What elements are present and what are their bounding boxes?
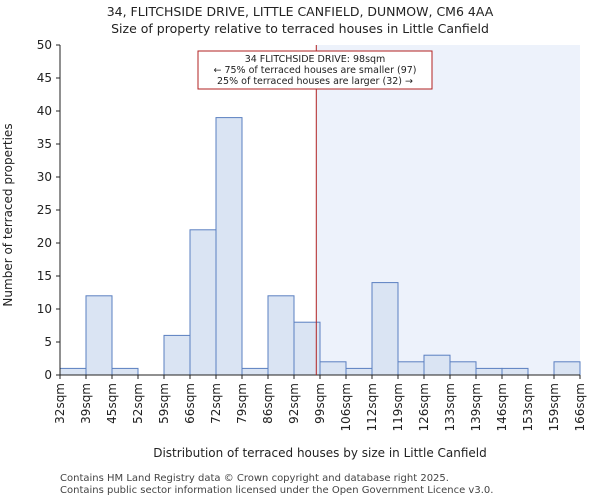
- y-axis-label: Number of terraced properties: [1, 123, 15, 306]
- footer-copyright: Contains HM Land Registry data © Crown c…: [60, 473, 449, 484]
- x-tick-label: 139sqm: [469, 383, 483, 431]
- histogram-bar: [553, 361, 581, 376]
- histogram-bar: [215, 117, 243, 376]
- x-tick-label: 32sqm: [53, 383, 67, 424]
- x-tick-label: 112sqm: [365, 383, 379, 431]
- y-tick-label: 30: [37, 170, 52, 184]
- histogram-bar: [397, 361, 425, 376]
- x-tick-label: 59sqm: [157, 383, 171, 424]
- x-tick-label: 92sqm: [287, 383, 301, 424]
- x-tick-label: 72sqm: [209, 383, 223, 424]
- larger-region-shade: [316, 45, 580, 375]
- chart-title: 34, FLITCHSIDE DRIVE, LITTLE CANFIELD, D…: [106, 4, 494, 19]
- x-tick-label: 106sqm: [339, 383, 353, 431]
- x-tick-label: 119sqm: [391, 383, 405, 431]
- x-tick-label: 99sqm: [313, 383, 327, 424]
- x-axis-label: Distribution of terraced houses by size …: [153, 446, 487, 460]
- histogram-bar: [85, 295, 113, 376]
- annotation-line-2: ← 75% of terraced houses are smaller (97…: [213, 65, 416, 76]
- x-tick-label: 66sqm: [183, 383, 197, 424]
- annotation-box: [197, 50, 433, 90]
- x-tick-label: 45sqm: [105, 383, 119, 424]
- histogram-bar: [163, 334, 191, 376]
- y-tick-label: 50: [37, 38, 52, 52]
- histogram-bar: [423, 354, 451, 376]
- histogram-chart: 0 5 10 15 20 25 30 35 40 45 50 32sqm 39sqm 45sqm 52sqm…: [1, 38, 587, 460]
- x-tick-label: 146sqm: [495, 383, 509, 431]
- y-tick-label: 45: [37, 71, 52, 85]
- histogram-bar: [449, 361, 477, 376]
- histogram-bar: [475, 367, 503, 376]
- chart-subtitle: Size of property relative to terraced ho…: [111, 21, 489, 36]
- y-tick-label: 20: [37, 236, 52, 250]
- histogram-bar: [267, 295, 295, 376]
- x-tick-label: 153sqm: [521, 383, 535, 431]
- x-tick-label: 159sqm: [547, 383, 561, 431]
- histogram-bar: [241, 367, 269, 376]
- annotation-line-3: 25% of terraced houses are larger (32) →: [217, 76, 413, 87]
- x-tick-label: 79sqm: [235, 383, 249, 424]
- footer-licence: Contains public sector information licen…: [60, 485, 494, 496]
- annotation-line-1: 34 FLITCHSIDE DRIVE: 98sqm: [245, 54, 386, 65]
- y-tick-label: 35: [37, 137, 52, 151]
- y-tick-label: 10: [37, 302, 52, 316]
- y-tick-label: 15: [37, 269, 52, 283]
- x-tick-label: 86sqm: [261, 383, 275, 424]
- histogram-bar: [319, 361, 347, 376]
- histogram-bar: [501, 367, 529, 376]
- histogram-bar: [345, 367, 373, 376]
- histogram-bar: [111, 367, 139, 376]
- histogram-bar: [371, 282, 399, 376]
- x-tick-label: 166sqm: [573, 383, 587, 431]
- x-tick-label: 133sqm: [443, 383, 457, 431]
- y-tick-label: 40: [37, 104, 52, 118]
- histogram-bar: [59, 367, 87, 376]
- x-tick-label: 39sqm: [79, 383, 93, 424]
- histogram-bar: [189, 229, 217, 376]
- y-tick-label: 0: [44, 368, 52, 382]
- histogram-bar: [293, 321, 321, 376]
- x-tick-label: 126sqm: [417, 383, 431, 431]
- x-tick-label: 52sqm: [131, 383, 145, 424]
- y-tick-label: 5: [44, 335, 52, 349]
- y-tick-label: 25: [37, 203, 52, 217]
